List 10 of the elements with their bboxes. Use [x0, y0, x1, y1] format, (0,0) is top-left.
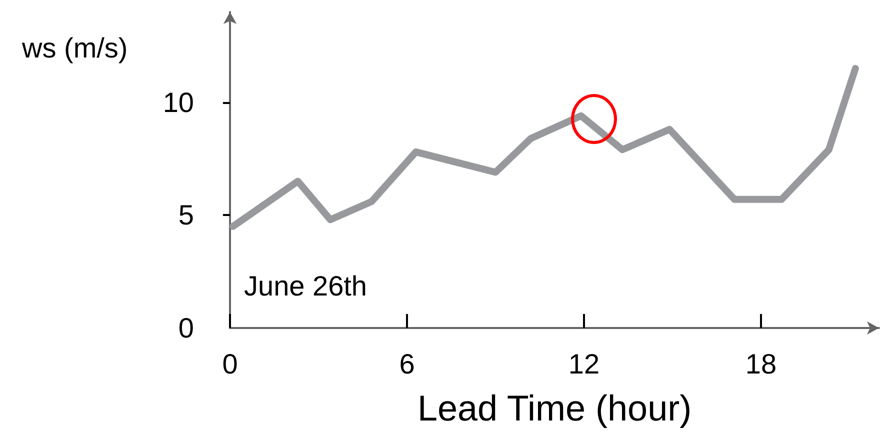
annotation: June 26th [244, 270, 367, 302]
x-tick-label: 0 [222, 348, 238, 380]
x-axis-title: Lead Time (hour) [417, 388, 692, 428]
y-axis-title: ws (m/s) [21, 32, 128, 64]
x-tick-label: 18 [745, 348, 777, 380]
y-tick-label: 5 [178, 200, 194, 231]
y-tick-label: 10 [162, 86, 194, 118]
y-tick-label: 0 [178, 312, 194, 344]
x-tick-label: 12 [568, 348, 600, 380]
x-tick-label: 6 [399, 348, 415, 380]
